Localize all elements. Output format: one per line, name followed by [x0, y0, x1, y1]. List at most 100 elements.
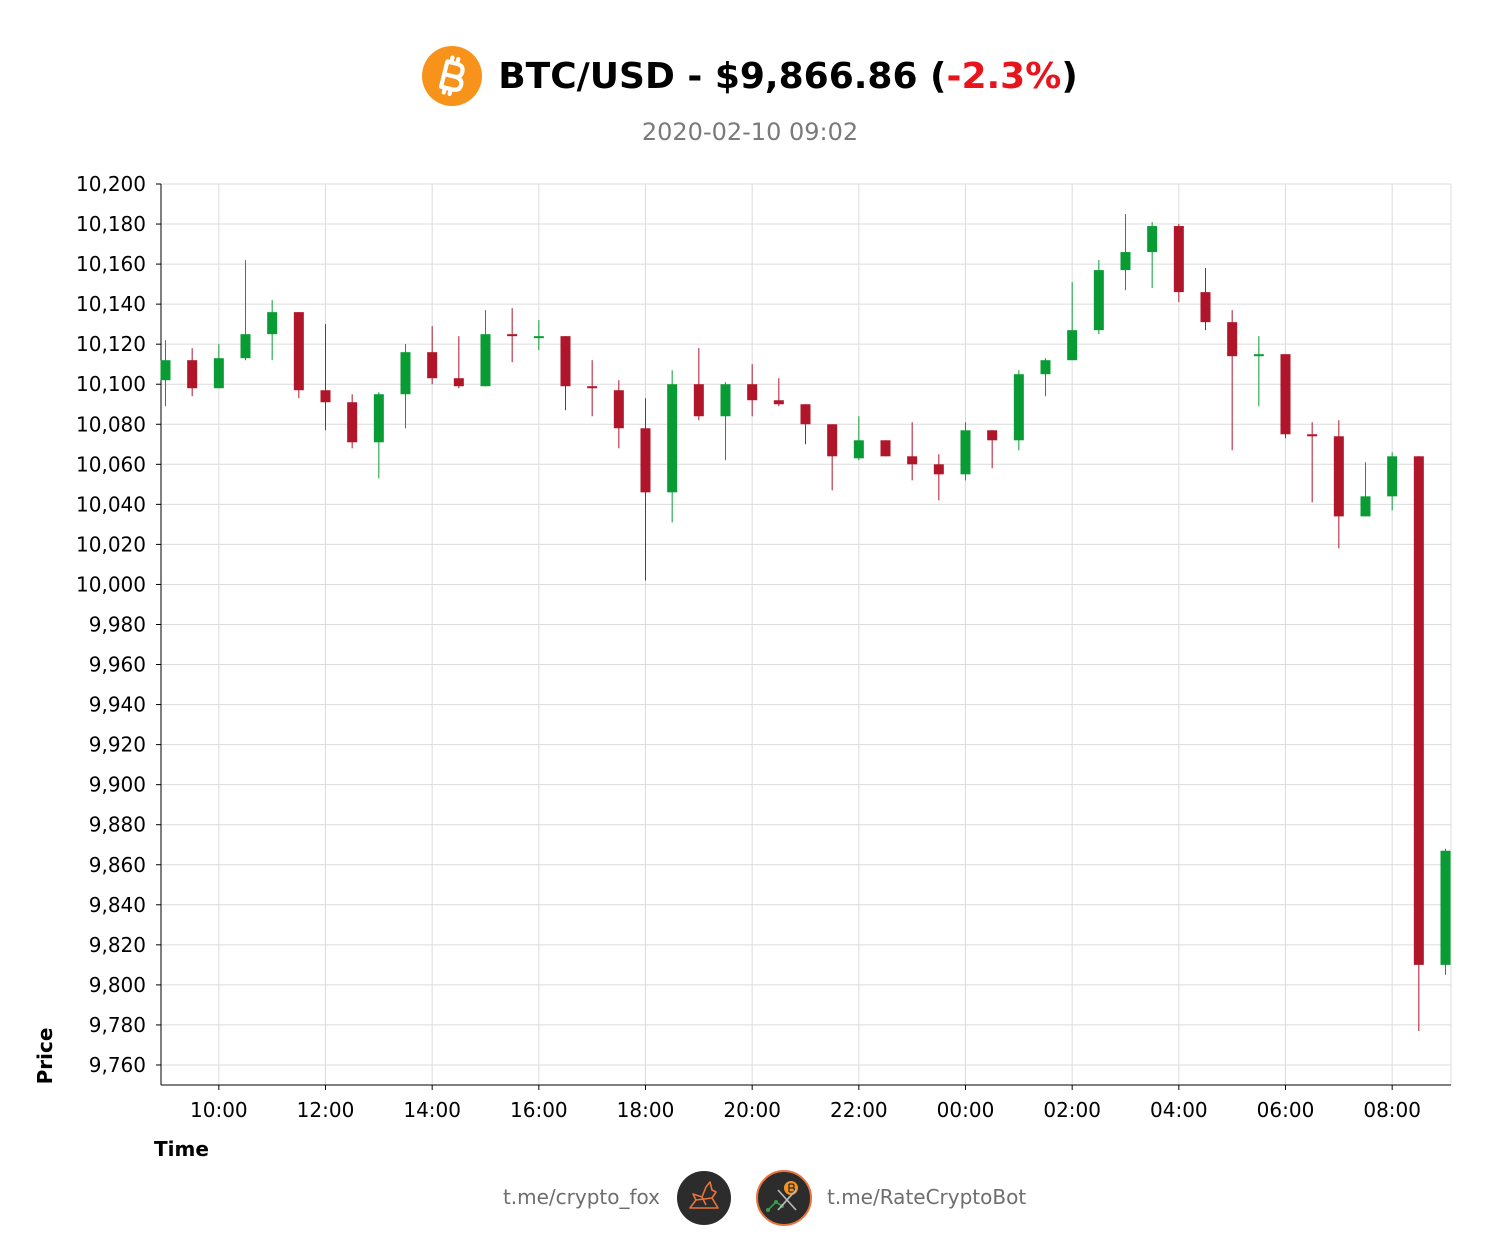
candle — [1333, 420, 1344, 549]
candle-body — [320, 390, 331, 403]
candle-body — [1013, 374, 1024, 441]
price-change: -2.3% — [946, 55, 1062, 97]
y-tick-label: 10,020 — [76, 532, 146, 556]
candle-body — [1200, 292, 1211, 323]
x-axis-ticks: 10:00 12:00 14:00 16:00 18:00 20:00 22:00 00:00… — [190, 1085, 1421, 1122]
candle — [293, 312, 304, 399]
title-suffix: ) — [1061, 55, 1078, 97]
candle — [693, 348, 704, 421]
candle-body — [533, 336, 544, 339]
candle — [640, 398, 651, 581]
candle-body — [1120, 252, 1131, 271]
x-tick-label: 04:00 — [1150, 1098, 1208, 1122]
candle-body — [1253, 354, 1264, 357]
candle-body — [240, 334, 251, 359]
candle-body — [347, 402, 358, 443]
candle-body — [960, 430, 971, 475]
candle — [347, 394, 358, 449]
candle — [427, 326, 438, 385]
candle-body — [1387, 456, 1398, 497]
crypto-fox-link[interactable]: t.me/crypto_fox — [502, 1185, 660, 1209]
candle — [827, 424, 838, 491]
candle-body — [1307, 434, 1318, 437]
rate-crypto-bot-link[interactable]: t.me/RateCryptoBot — [827, 1185, 1027, 1209]
candle — [1040, 358, 1051, 397]
candle — [1067, 282, 1078, 361]
candle — [1253, 336, 1264, 407]
chart-grid — [161, 183, 1451, 1085]
candle — [613, 380, 624, 449]
chart-header: BTC/USD - $9,866.86 (-2.3%) — [0, 40, 1500, 112]
candle — [453, 336, 464, 389]
candle — [1360, 462, 1371, 517]
candle — [1280, 354, 1291, 439]
candle — [667, 370, 678, 523]
candle — [267, 300, 278, 361]
candle-body — [160, 360, 171, 381]
x-tick-label: 08:00 — [1363, 1098, 1421, 1122]
candle — [213, 344, 224, 389]
candle-body — [880, 440, 891, 457]
candle-body — [1040, 360, 1051, 375]
candle-body — [400, 352, 411, 395]
x-tick-label: 20:00 — [723, 1098, 781, 1122]
candle — [507, 308, 518, 363]
candle-body — [1280, 354, 1291, 435]
plot-border — [160, 183, 1452, 1086]
y-tick-label: 9,900 — [89, 773, 146, 797]
candle-body — [560, 336, 571, 387]
candle — [1013, 370, 1024, 451]
candle-body — [427, 352, 438, 379]
candle-body — [853, 440, 864, 459]
y-tick-label: 9,940 — [89, 693, 146, 717]
candle-body — [267, 312, 278, 335]
candle — [160, 340, 171, 407]
candle-body — [827, 424, 838, 457]
title-prefix: BTC/USD - $9,866.86 ( — [498, 55, 947, 97]
candle — [480, 310, 491, 387]
x-tick-label: 14:00 — [403, 1098, 461, 1122]
candle-body — [187, 360, 198, 389]
chart-subtitle: 2020-02-10 09:02 — [641, 118, 859, 146]
y-tick-label: 10,040 — [76, 492, 146, 516]
x-tick-label: 10:00 — [190, 1098, 248, 1122]
candle — [1307, 422, 1318, 503]
y-tick-label: 10,140 — [76, 292, 146, 316]
y-tick-label: 9,920 — [89, 733, 146, 757]
candle — [747, 364, 758, 417]
candle-body — [1227, 322, 1238, 357]
candle — [853, 416, 864, 461]
y-tick-label: 9,860 — [89, 853, 146, 877]
y-tick-label: 9,820 — [89, 933, 146, 957]
y-tick-label: 10,120 — [76, 332, 146, 356]
y-tick-label: 10,180 — [76, 212, 146, 236]
candle-body — [720, 384, 731, 417]
candle — [1173, 224, 1184, 303]
y-tick-label: 9,960 — [89, 653, 146, 677]
fox-avatar-icon[interactable] — [676, 1170, 732, 1226]
candle-body — [293, 312, 304, 391]
candle-body — [587, 386, 598, 389]
x-tick-label: 18:00 — [617, 1098, 675, 1122]
rate-crypto-bot-avatar-icon[interactable] — [756, 1170, 812, 1226]
candle-body — [1093, 270, 1104, 331]
candle — [1120, 214, 1131, 291]
candle — [533, 320, 544, 351]
candle — [320, 324, 331, 431]
candle — [987, 430, 998, 469]
candle-body — [1173, 226, 1184, 293]
chart-title: BTC/USD - $9,866.86 (-2.3%) — [498, 56, 1078, 97]
y-tick-label: 10,160 — [76, 252, 146, 276]
candle-body — [693, 384, 704, 417]
candle-body — [1440, 850, 1451, 965]
candle-body — [773, 400, 784, 405]
candle — [1093, 260, 1104, 335]
candle — [400, 344, 411, 429]
candle — [373, 392, 384, 479]
y-tick-label: 10,060 — [76, 452, 146, 476]
candlestick-chart: 10,200 10,180 10,160 10,140 10,120 10,100 10,0… — [33, 172, 1452, 1160]
y-axis-title: Price — [33, 1028, 57, 1085]
y-tick-label: 10,200 — [76, 172, 146, 196]
candle-body — [1333, 436, 1344, 517]
candle-body — [373, 394, 384, 443]
